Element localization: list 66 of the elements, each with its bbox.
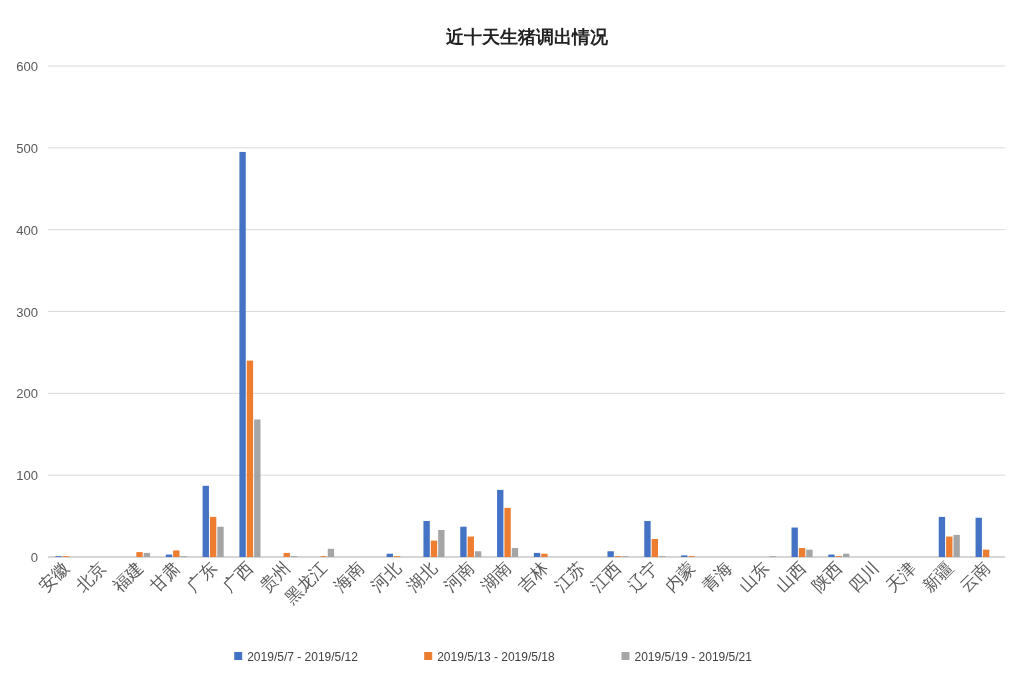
- bar: [474, 551, 482, 557]
- bar: [975, 517, 982, 557]
- bar: [644, 520, 651, 557]
- bar: [239, 151, 246, 557]
- y-tick-label: 200: [16, 386, 38, 402]
- bar: [946, 536, 953, 557]
- x-tick-label: 新疆: [919, 558, 957, 596]
- x-tick-label: 山东: [735, 558, 773, 596]
- x-tick-label: 江西: [587, 558, 626, 596]
- x-tick-label: 内蒙: [661, 558, 699, 596]
- x-tick-label: 陕西: [808, 558, 847, 596]
- y-tick-label: 400: [16, 222, 38, 238]
- x-tick-label: 福建: [109, 558, 147, 596]
- y-tick-label: 0: [30, 550, 38, 565]
- bar: [283, 552, 290, 557]
- bar: [327, 548, 335, 557]
- x-tick-label: 青海: [698, 558, 736, 596]
- y-tick-label: 500: [16, 140, 38, 156]
- bar: [806, 549, 813, 557]
- x-tick-label: 甘肃: [146, 558, 184, 596]
- bar: [497, 489, 504, 557]
- x-tick-label: 河北: [367, 558, 405, 596]
- bar: [209, 516, 217, 557]
- y-tick-label: 300: [16, 304, 38, 320]
- x-tick-label: 湖南: [477, 558, 515, 596]
- bar: [217, 526, 224, 557]
- bar: [541, 553, 548, 557]
- bar: [202, 485, 209, 557]
- x-tick-label: 湖北: [403, 558, 442, 596]
- x-tick-label: 河南: [440, 558, 479, 596]
- x-tick-label: 江苏: [551, 558, 589, 596]
- bar: [607, 551, 614, 557]
- bar: [143, 552, 151, 557]
- x-tick-label: 广西: [219, 558, 258, 596]
- x-tick-label: 云南: [955, 558, 994, 596]
- x-tick-label: 海南: [330, 558, 368, 596]
- bar: [467, 536, 474, 557]
- x-tick-label: 广东: [182, 558, 221, 596]
- bar: [423, 520, 430, 557]
- legend-label: 2019/5/7 - 2019/5/12: [247, 650, 359, 664]
- bar: [791, 527, 798, 557]
- bar: [246, 360, 254, 557]
- bar: [136, 552, 143, 557]
- bar: [651, 539, 659, 557]
- bar: [504, 507, 511, 557]
- x-tick-label: 天津: [882, 558, 920, 596]
- bar: [460, 526, 467, 557]
- legend-label: 2019/5/19 - 2019/5/21: [634, 650, 753, 664]
- bar: [953, 534, 960, 557]
- y-tick-label: 100: [16, 468, 38, 484]
- legend-label: 2019/5/13 - 2019/5/18: [437, 650, 555, 664]
- bar: [798, 548, 806, 557]
- bar: [533, 552, 541, 557]
- x-tick-label: 北京: [72, 558, 111, 596]
- bar: [438, 530, 445, 557]
- y-tick-label: 600: [16, 59, 38, 74]
- x-tick-label: 吉林: [514, 558, 552, 596]
- x-tick-label: 山西: [771, 558, 810, 596]
- bar: [938, 516, 946, 557]
- chart-title: 近十天生猪调出情况: [444, 27, 609, 47]
- bar: [173, 550, 180, 557]
- bar: [254, 419, 261, 557]
- bar: [430, 540, 438, 557]
- x-tick-label: 四川: [845, 558, 883, 596]
- bar: [511, 548, 519, 557]
- x-tick-label: 辽宁: [624, 558, 663, 596]
